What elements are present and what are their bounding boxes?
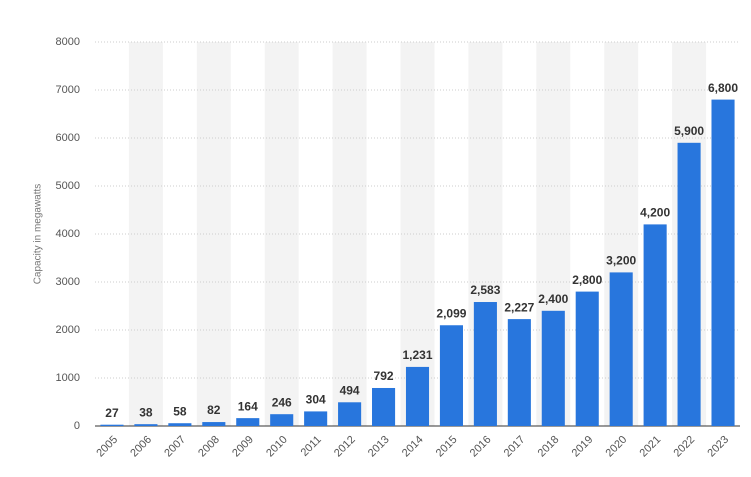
- value-label: 5,900: [674, 124, 704, 138]
- bar: [711, 99, 735, 426]
- x-tick-label: 2014: [400, 434, 426, 460]
- y-tick-label: 7000: [56, 84, 80, 96]
- value-label: 494: [340, 383, 360, 397]
- value-label: 164: [238, 399, 258, 413]
- y-tick-label: 8000: [56, 36, 80, 48]
- bar: [372, 387, 396, 426]
- value-label: 2,800: [572, 273, 602, 287]
- value-label: 2,227: [504, 300, 534, 314]
- x-tick-label: 2006: [128, 434, 154, 460]
- value-label: 2,400: [538, 292, 568, 306]
- x-tick-label: 2020: [604, 434, 630, 460]
- value-label: 4,200: [640, 206, 670, 220]
- value-label: 792: [374, 369, 394, 383]
- x-tick-label: 2012: [332, 434, 358, 460]
- bar: [236, 418, 260, 426]
- value-label: 6,800: [708, 81, 738, 95]
- bar: [643, 224, 667, 426]
- x-tick-label: 2010: [264, 434, 290, 460]
- x-tick-label: 2023: [705, 434, 731, 460]
- bar: [575, 291, 599, 426]
- bar: [100, 424, 124, 426]
- value-label: 1,231: [402, 348, 432, 362]
- value-label: 3,200: [606, 254, 636, 268]
- x-tick-label: 2011: [299, 434, 324, 459]
- bar: [405, 366, 430, 426]
- y-tick-label: 1000: [56, 372, 80, 384]
- bar: [439, 325, 463, 426]
- value-label: 2,099: [436, 306, 466, 320]
- value-label: 2,583: [470, 283, 500, 297]
- x-tick-label: 2018: [536, 434, 562, 460]
- x-tick-label: 2007: [162, 434, 188, 460]
- value-label: 58: [173, 404, 187, 418]
- x-tick-label: 2015: [434, 434, 460, 460]
- value-label: 27: [105, 406, 119, 420]
- y-tick-label: 3000: [56, 276, 80, 288]
- bar: [270, 414, 294, 426]
- x-tick-label: 2009: [230, 434, 256, 460]
- bar: [541, 310, 565, 426]
- x-tick-label: 2021: [638, 434, 664, 460]
- bar: [202, 422, 226, 426]
- y-axis-title: Capacity in megawatts: [33, 184, 44, 285]
- y-tick-label: 6000: [56, 132, 80, 144]
- bar: [304, 411, 328, 426]
- value-label: 246: [272, 395, 292, 409]
- bar: [473, 302, 497, 426]
- value-label: 304: [306, 393, 326, 407]
- y-tick-label: 2000: [56, 324, 80, 336]
- x-tick-label: 2005: [94, 434, 120, 460]
- y-tick-label: 5000: [56, 180, 80, 192]
- band: [332, 42, 367, 426]
- bar: [677, 142, 701, 427]
- x-tick-label: 2008: [196, 434, 222, 460]
- y-tick-label: 4000: [56, 228, 80, 240]
- value-label: 38: [139, 405, 153, 419]
- bar: [338, 402, 362, 426]
- bar: [134, 424, 158, 426]
- band: [196, 42, 231, 426]
- x-tick-label: 2016: [468, 434, 494, 460]
- value-label: 82: [207, 403, 221, 417]
- x-tick-label: 2013: [366, 434, 392, 460]
- bar: [609, 272, 633, 426]
- x-tick-label: 2022: [671, 434, 697, 460]
- x-tick-label: 2017: [502, 434, 528, 460]
- bar: [168, 423, 192, 426]
- bar: [507, 319, 531, 426]
- y-tick-label: 0: [74, 420, 80, 432]
- x-tick-label: 2019: [570, 434, 596, 460]
